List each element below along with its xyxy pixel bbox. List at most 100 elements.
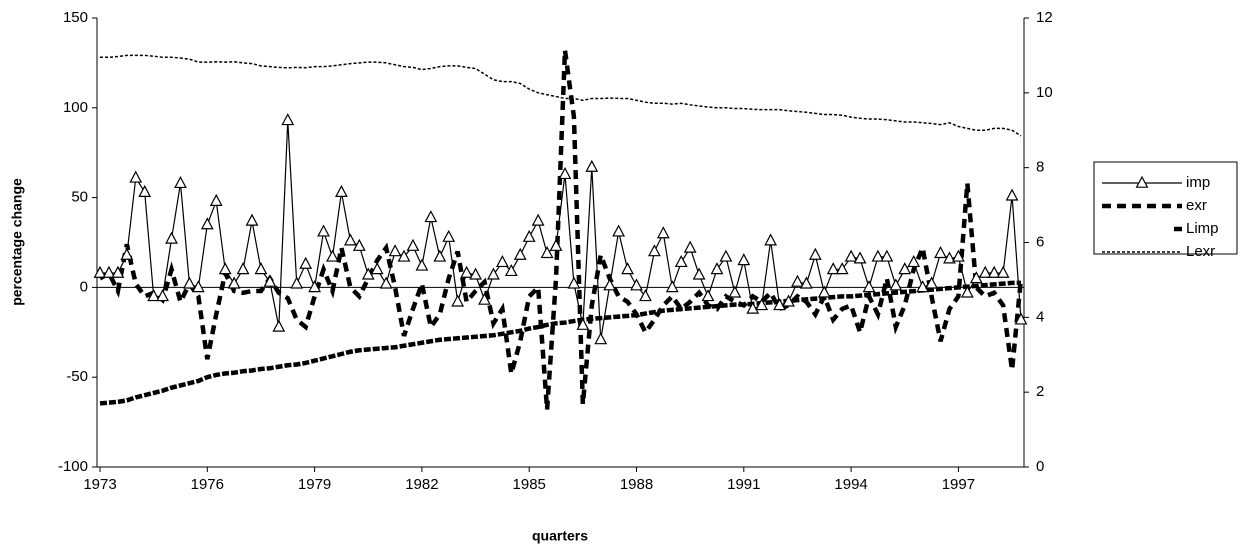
data-point bbox=[174, 175, 187, 189]
y-tick-label: 150 bbox=[63, 9, 88, 26]
data-point bbox=[826, 262, 840, 275]
data-point bbox=[460, 265, 474, 278]
data-point bbox=[308, 280, 321, 293]
data-point bbox=[1005, 188, 1019, 201]
data-point bbox=[969, 271, 983, 284]
data-point bbox=[138, 184, 152, 198]
data-point bbox=[361, 267, 375, 280]
legend-label: imp bbox=[1186, 174, 1210, 191]
legend-label: exr bbox=[1186, 197, 1207, 214]
data-point bbox=[853, 251, 867, 264]
series-line bbox=[98, 50, 1024, 410]
data-point bbox=[147, 289, 161, 302]
legend-label: Lexr bbox=[1186, 243, 1215, 260]
data-point bbox=[683, 240, 697, 253]
y-tick-label: 100 bbox=[63, 99, 88, 116]
y-tick-label: 0 bbox=[80, 278, 88, 295]
data-point bbox=[862, 280, 876, 293]
data-point bbox=[200, 217, 214, 230]
data-point bbox=[916, 280, 930, 293]
data-point bbox=[317, 224, 330, 237]
data-point bbox=[925, 276, 938, 289]
data-point bbox=[737, 253, 751, 266]
data-point bbox=[996, 265, 1010, 278]
x-tick-label: 1991 bbox=[727, 476, 760, 493]
data-point bbox=[388, 244, 402, 257]
data-point bbox=[674, 254, 688, 268]
data-point bbox=[191, 280, 205, 293]
legend-marker bbox=[1135, 175, 1149, 188]
data-point bbox=[871, 249, 885, 262]
data-point bbox=[352, 238, 366, 251]
data-point bbox=[782, 294, 795, 307]
data-point bbox=[451, 294, 465, 307]
data-point bbox=[326, 249, 339, 262]
y-tick-label: -100 bbox=[58, 458, 88, 475]
data-point bbox=[218, 262, 232, 275]
data-point bbox=[692, 267, 706, 280]
data-point bbox=[960, 285, 974, 298]
y2-tick-label: 0 bbox=[1036, 458, 1044, 475]
data-point bbox=[558, 166, 572, 180]
data-point bbox=[898, 262, 912, 275]
data-point bbox=[1014, 312, 1028, 325]
data-point bbox=[299, 256, 313, 269]
data-point bbox=[442, 229, 456, 242]
data-point bbox=[817, 285, 831, 298]
data-point bbox=[728, 285, 742, 298]
data-point bbox=[594, 332, 608, 345]
data-point bbox=[111, 265, 125, 278]
data-point bbox=[621, 262, 634, 275]
x-tick-label: 1976 bbox=[191, 476, 224, 493]
y2-tick-label: 10 bbox=[1036, 84, 1053, 101]
data-point bbox=[800, 276, 813, 289]
data-point bbox=[987, 265, 1001, 278]
data-point bbox=[290, 276, 304, 289]
data-point bbox=[630, 278, 643, 291]
data-point bbox=[889, 278, 903, 291]
data-point bbox=[433, 249, 447, 262]
data-point bbox=[487, 267, 500, 280]
data-point bbox=[469, 267, 482, 280]
x-axis-title: quarters bbox=[532, 528, 588, 544]
data-point bbox=[549, 238, 563, 251]
data-point bbox=[943, 251, 956, 264]
data-point bbox=[710, 262, 724, 275]
data-point bbox=[719, 249, 733, 262]
data-point bbox=[522, 229, 536, 242]
x-tick-label: 1985 bbox=[513, 476, 546, 493]
data-point bbox=[165, 231, 178, 244]
legend-label: Limp bbox=[1186, 220, 1219, 237]
x-tick-label: 1973 bbox=[83, 476, 116, 493]
data-point bbox=[415, 258, 429, 271]
x-tick-label: 1988 bbox=[620, 476, 653, 493]
data-point bbox=[612, 224, 626, 237]
data-point bbox=[656, 226, 670, 239]
data-point bbox=[504, 263, 518, 277]
y2-tick-label: 12 bbox=[1036, 9, 1053, 26]
data-point bbox=[120, 247, 134, 260]
data-point bbox=[647, 244, 661, 257]
data-point bbox=[567, 276, 581, 289]
data-point bbox=[808, 247, 822, 260]
data-point bbox=[531, 213, 545, 226]
data-point bbox=[773, 298, 786, 311]
data-point bbox=[227, 276, 241, 289]
data-point bbox=[844, 249, 858, 262]
data-point bbox=[129, 170, 143, 183]
data-point bbox=[835, 262, 849, 275]
data-point bbox=[245, 213, 259, 226]
data-point bbox=[406, 238, 420, 251]
data-point bbox=[665, 280, 679, 293]
data-point bbox=[934, 245, 947, 259]
data-point bbox=[156, 289, 169, 302]
y-axis-title: percentage change bbox=[9, 178, 25, 306]
data-point bbox=[791, 274, 804, 287]
x-tick-label: 1982 bbox=[405, 476, 438, 493]
data-point bbox=[978, 265, 992, 278]
data-point bbox=[236, 262, 250, 275]
x-tick-label: 1979 bbox=[298, 476, 331, 493]
data-point bbox=[952, 249, 965, 262]
data-point bbox=[746, 301, 760, 314]
